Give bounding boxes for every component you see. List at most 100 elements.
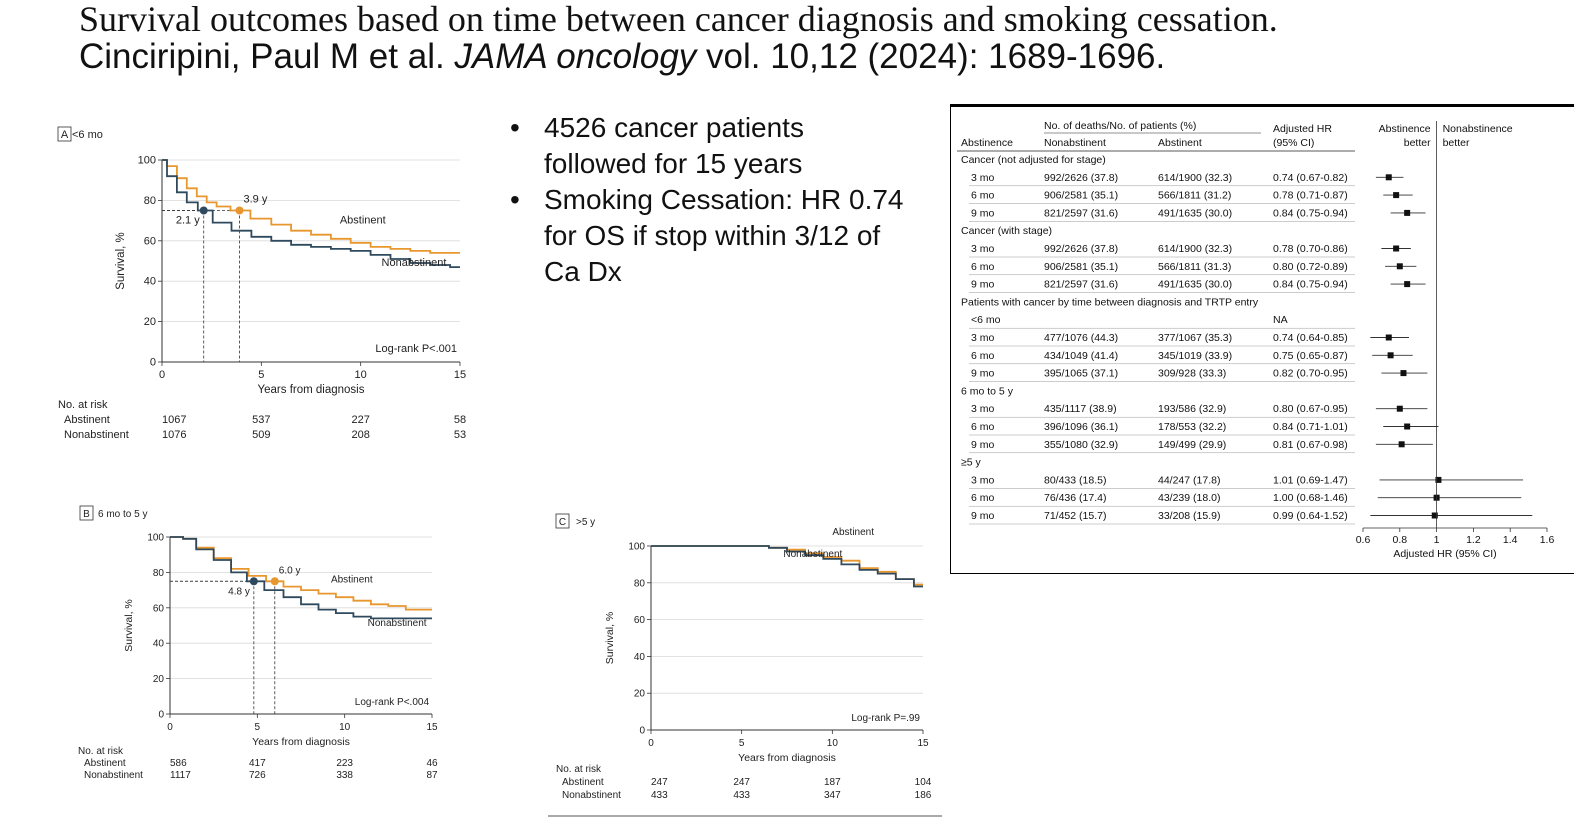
forest-hr-value: 0.99 (0.64-1.52): [1273, 510, 1348, 522]
y-tick-label: 20: [144, 316, 156, 328]
panel-title: 6 mo to 5 y: [98, 509, 147, 520]
forest-row-label: 6 mo: [971, 350, 995, 362]
panel-letter-box: [79, 505, 94, 521]
citation-journal: JAMA oncology: [454, 37, 697, 76]
bullet-dot-icon: •: [510, 184, 520, 215]
forest-hr-value: 0.74 (0.64-0.85): [1273, 332, 1348, 344]
y-tick-label: 80: [634, 578, 646, 589]
risk-value: 417: [249, 758, 266, 769]
forest-hr-value: 0.80 (0.67-0.95): [1273, 403, 1348, 415]
risk-value: 1067: [162, 414, 186, 426]
km-plot-panel-a: A <6 mo 0 20 40 60 80 100 0 5 10 15 Years from diagn…: [57, 126, 466, 441]
forest-x-tick-label: 0.6: [1356, 534, 1371, 546]
forest-nonabstinent-value: 76/436 (17.4): [1044, 492, 1106, 504]
forest-row-label: 6 mo: [971, 190, 995, 202]
bullet-item: • Smoking Cessation: HR 0.74 for OS if st…: [508, 182, 908, 290]
y-tick-label: 60: [144, 235, 156, 247]
bullet-list: • 4526 cancer patients followed for 15 ye…: [508, 110, 908, 290]
y-tick-label: 60: [153, 603, 165, 614]
risk-value: 46: [426, 758, 438, 769]
forest-row-label: 6 mo: [971, 261, 995, 273]
forest-point: [1431, 512, 1438, 519]
x-tick-label: 10: [827, 738, 839, 749]
risk-value: 537: [252, 414, 270, 426]
risk-row-label: Nonabstinent: [562, 790, 621, 801]
km-plot-panel-b: B 6 mo to 5 y 0 20 40 60 80 100 0 5 10 15 Years from…: [78, 505, 438, 781]
citation-volume: vol. 10,12 (2024): 1689-1696.: [696, 37, 1166, 76]
risk-value: 433: [733, 790, 750, 801]
forest-hr-value: 0.80 (0.72-0.89): [1273, 261, 1348, 273]
forest-point: [1393, 245, 1400, 252]
panel-title: >5 y: [576, 517, 595, 528]
forest-row-label: 9 mo: [971, 439, 995, 451]
forest-x-tick-label: 1.4: [1503, 534, 1518, 546]
log-rank-annotation: Log-rank P<.001: [375, 343, 457, 355]
forest-nonabstinent-value: 395/1065 (37.1): [1044, 368, 1118, 380]
forest-row-label: 3 mo: [971, 474, 995, 486]
risk-value: 338: [336, 770, 353, 781]
series-label-abstinent: Abstinent: [832, 527, 874, 538]
median-label: 2.1 y: [176, 215, 200, 227]
series-line-abstinent: [170, 536, 432, 611]
forest-point: [1393, 192, 1400, 199]
risk-table-header: No. at risk: [58, 399, 108, 411]
log-rank-annotation: Log-rank P=.99: [851, 713, 920, 724]
series-label-nonabstinent: Nonabstinent: [382, 257, 447, 269]
y-tick-label: 60: [634, 615, 646, 626]
risk-value: 1076: [162, 429, 186, 441]
median-label: 4.8 y: [228, 586, 250, 597]
x-axis-label: Years from diagnosis: [252, 736, 350, 748]
forest-abstinent-value: 566/1811 (31.2): [1158, 190, 1231, 202]
forest-hr-value: 0.74 (0.67-0.82): [1273, 172, 1348, 184]
forest-nonabstinent-value: 477/1076 (44.3): [1044, 332, 1118, 344]
y-tick-label: 0: [150, 357, 156, 369]
forest-nonabstinent-value: 992/2626 (37.8): [1044, 172, 1118, 184]
forest-section-label: Patients with cancer by time between dia…: [961, 296, 1259, 308]
forest-hr-value: 0.75 (0.65-0.87): [1273, 350, 1348, 362]
series-label-nonabstinent: Nonabstinent: [368, 618, 427, 629]
forest-nonabstinent-value: 434/1049 (41.4): [1044, 350, 1118, 362]
forest-point: [1400, 370, 1407, 377]
forest-row-label: 9 mo: [971, 207, 995, 219]
y-tick-label: 40: [634, 652, 646, 663]
y-tick-label: 40: [144, 276, 156, 288]
median-marker: [249, 577, 258, 586]
risk-row-label: Abstinent: [64, 414, 110, 426]
risk-value: 247: [733, 777, 750, 788]
risk-value: 247: [651, 777, 668, 788]
forest-abstinent-value: 43/239 (18.0): [1158, 492, 1220, 504]
x-tick-label: 10: [339, 722, 351, 733]
forest-point: [1404, 281, 1411, 288]
forest-nonabstinent-value: 821/2597 (31.6): [1044, 207, 1118, 219]
risk-value: 586: [170, 758, 187, 769]
favors-right-2: better: [1443, 137, 1470, 149]
x-tick-label: 5: [255, 722, 261, 733]
forest-hr-value: 0.84 (0.75-0.94): [1273, 279, 1348, 291]
x-axis-label: Years from diagnosis: [258, 384, 365, 396]
forest-row-label: 3 mo: [971, 243, 995, 255]
panel-title: <6 mo: [72, 129, 103, 141]
forest-hr-value: 0.78 (0.71-0.87): [1273, 190, 1348, 202]
risk-row-label: Nonabstinent: [84, 770, 143, 781]
forest-group-header: No. of deaths/No. of patients (%): [1044, 120, 1196, 132]
series-label-nonabstinent: Nonabstinent: [783, 549, 842, 560]
y-tick-label: 80: [153, 568, 165, 579]
median-marker: [235, 206, 244, 215]
panel-letter-box: [555, 513, 570, 529]
bullet-text: Smoking Cessation: HR 0.74 for OS if sto…: [544, 184, 904, 287]
bullet-dot-icon: •: [510, 112, 520, 143]
forest-point: [1396, 263, 1403, 270]
forest-row-label: 9 mo: [971, 510, 995, 522]
forest-hr-value: 0.78 (0.70-0.86): [1273, 243, 1348, 255]
y-tick-label: 100: [628, 542, 645, 553]
forest-point: [1398, 441, 1405, 448]
forest-row-label: 3 mo: [971, 332, 995, 344]
forest-nonabstinent-value: 80/433 (18.5): [1044, 474, 1106, 486]
median-marker: [270, 577, 279, 586]
forest-hr-value: 0.84 (0.75-0.94): [1273, 207, 1348, 219]
y-tick-label: 100: [138, 155, 156, 167]
forest-x-tick-label: 1.6: [1540, 534, 1555, 546]
y-tick-label: 100: [147, 533, 164, 544]
panel-letter: C: [559, 517, 566, 528]
series-line-nonabstinent: [162, 159, 460, 268]
